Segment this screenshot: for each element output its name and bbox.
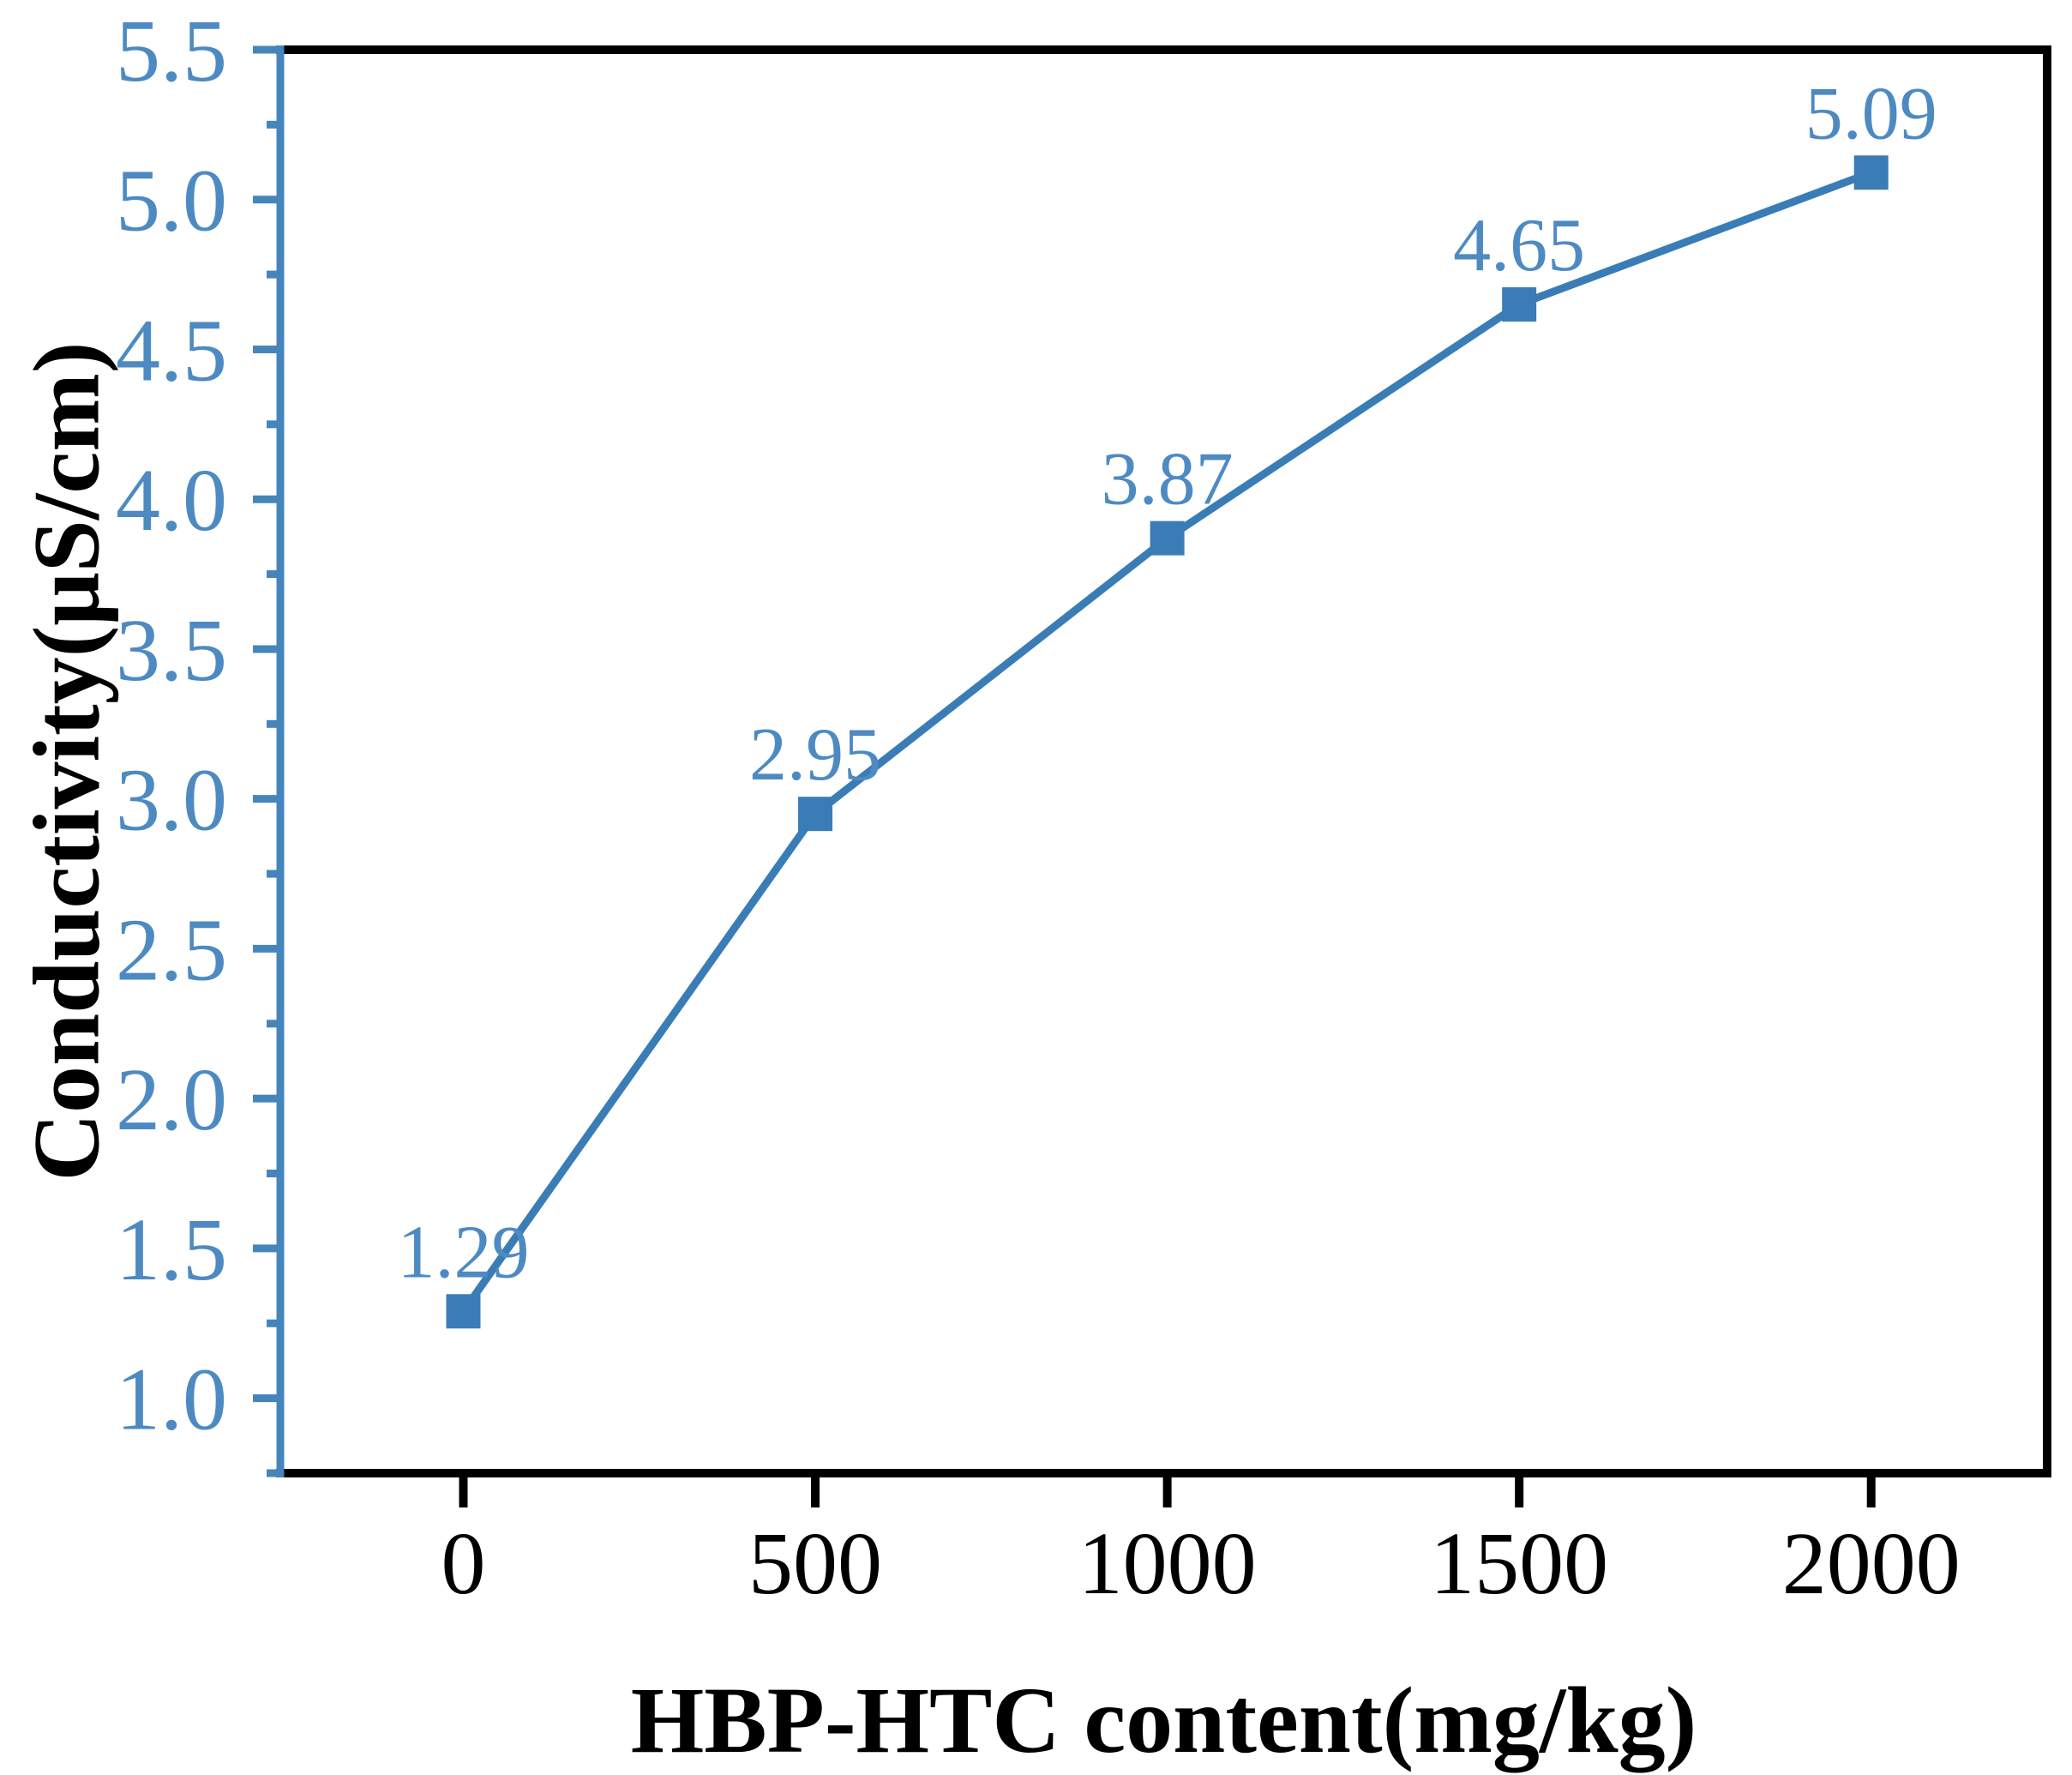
data-point-marker: [1502, 287, 1537, 322]
x-tick-label: 1000: [1078, 1514, 1257, 1613]
data-point-marker: [798, 797, 833, 832]
data-point-label: 1.29: [397, 1211, 529, 1294]
data-point-marker: [1150, 520, 1185, 556]
x-tick-label: 0: [441, 1514, 485, 1613]
y-tick-label: 4.5: [116, 301, 227, 400]
y-tick-label: 5.0: [116, 152, 227, 250]
data-point-marker: [1853, 155, 1889, 190]
x-tick-label: 2000: [1782, 1514, 1961, 1613]
data-point-label: 4.65: [1453, 204, 1585, 287]
y-tick-label: 1.0: [116, 1351, 227, 1449]
y-tick-label: 2.0: [116, 1050, 227, 1149]
data-point-marker: [446, 1294, 481, 1329]
data-point-label: 3.87: [1102, 438, 1234, 521]
x-tick-label: 1500: [1430, 1514, 1608, 1613]
data-point-label: 5.09: [1805, 72, 1937, 155]
y-axis-title: Conductivity(μS/cm): [14, 341, 119, 1182]
y-tick-label: 2.5: [116, 900, 227, 999]
x-axis-title: HBP-HTC content(mg/kg): [630, 1668, 1697, 1772]
y-tick-label: 1.5: [116, 1200, 227, 1299]
y-tick-label: 4.0: [116, 451, 227, 550]
x-tick-label: 500: [748, 1514, 882, 1613]
series-line: [459, 169, 1873, 1314]
y-tick-label: 3.5: [116, 601, 227, 700]
y-tick-label: 3.0: [116, 751, 227, 850]
data-point-label: 2.95: [749, 713, 881, 797]
y-tick-label: 5.5: [116, 2, 227, 100]
